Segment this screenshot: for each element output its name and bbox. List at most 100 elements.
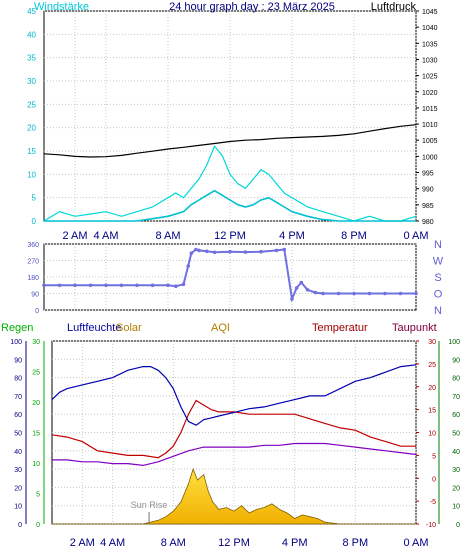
wind-tick-label: 20 bbox=[27, 124, 36, 133]
dewpoint-tick-label: 80 bbox=[452, 376, 460, 383]
wind-x-tick-label: 12 PM bbox=[214, 230, 246, 242]
pressure-tick-label: 1015 bbox=[422, 106, 438, 113]
climate-x-tick-label: 2 AM bbox=[70, 537, 95, 549]
rain-tick-label: 20 bbox=[32, 400, 40, 407]
temperature-tick-label: 5 bbox=[432, 453, 436, 460]
pressure-tick-label: 1025 bbox=[422, 74, 438, 81]
humidity-series-line bbox=[51, 364, 417, 426]
humidity-tick-label: 0 bbox=[18, 522, 22, 529]
climate-x-tick-label: 8 PM bbox=[342, 537, 368, 549]
humidity-tick-label: 10 bbox=[14, 504, 22, 511]
wind-x-tick-label: 4 PM bbox=[279, 230, 305, 242]
dewpoint-tick-label: 90 bbox=[452, 357, 460, 364]
temperature-tick-label: 25 bbox=[428, 362, 436, 369]
dewpoint-tick-label: 50 bbox=[452, 431, 460, 438]
legend-entry: Solar bbox=[116, 322, 142, 334]
gust-series-line bbox=[43, 145, 417, 222]
pressure-tick-label: 1040 bbox=[422, 25, 438, 32]
climate-x-tick-label: 4 AM bbox=[100, 537, 125, 549]
pressure-series-line bbox=[43, 124, 417, 158]
temperature-tick-label: -10 bbox=[426, 522, 436, 529]
wind-tick-label: 40 bbox=[27, 30, 36, 39]
direction-tick-label: 360 bbox=[27, 242, 39, 249]
wind-tick-label: 25 bbox=[27, 100, 36, 109]
climate-ticks: 0 10 20 30 40 50 60 70 80 90 100 0 5 10 15 20 25 30 -10 -5 0… bbox=[10, 339, 460, 529]
direction-grid bbox=[44, 243, 417, 311]
temperature-tick-label: -5 bbox=[430, 499, 436, 506]
wind-tick-label: 15 bbox=[27, 147, 36, 156]
humidity-tick-label: 80 bbox=[14, 376, 22, 383]
pressure-tick-label: 1020 bbox=[422, 90, 438, 97]
humidity-tick-label: 60 bbox=[14, 412, 22, 419]
rain-tick-label: 30 bbox=[32, 339, 40, 346]
pressure-tick-label: 980 bbox=[422, 219, 434, 226]
wind-grid bbox=[44, 10, 417, 222]
dewpoint-tick-label: 100 bbox=[448, 339, 460, 346]
rain-tick-label: 5 bbox=[36, 492, 40, 499]
dewpoint-tick-label: 20 bbox=[452, 485, 460, 492]
compass-letter: O bbox=[434, 289, 443, 301]
climate-x-tick-label: 4 PM bbox=[282, 537, 308, 549]
direction-tick-label: 270 bbox=[27, 259, 39, 266]
climate-x-ticks: 2 AM 4 AM 8 AM 12 PM 4 PM 8 PM 0 AM bbox=[70, 537, 429, 549]
legend-entry: Taupunkt bbox=[392, 322, 437, 334]
rain-tick-label: 25 bbox=[32, 370, 40, 377]
wind-x-tick-label: 0 AM bbox=[403, 230, 428, 242]
temperature-tick-label: 20 bbox=[428, 385, 436, 392]
climate-marks bbox=[51, 364, 417, 525]
climate-x-tick-label: 0 AM bbox=[403, 537, 428, 549]
wind-marks bbox=[43, 124, 417, 222]
pressure-tick-label: 1030 bbox=[422, 57, 438, 64]
dewpoint-tick-label: 30 bbox=[452, 467, 460, 474]
direction-left-ticks: 0 90 180 270 360 bbox=[27, 242, 39, 315]
pressure-tick-label: 985 bbox=[422, 203, 434, 210]
dewpoint-tick-label: 0 bbox=[456, 522, 460, 529]
dewpoint-tick-label: 40 bbox=[452, 449, 460, 456]
compass-letter: N bbox=[434, 305, 442, 317]
humidity-tick-label: 100 bbox=[10, 339, 22, 346]
direction-tick-label: 180 bbox=[27, 275, 39, 282]
pressure-tick-label: 1005 bbox=[422, 138, 438, 145]
compass-letter: W bbox=[433, 256, 444, 268]
pressure-tick-label: 1000 bbox=[422, 154, 438, 161]
rain-tick-label: 15 bbox=[32, 431, 40, 438]
wind-x-ticks: 2 AM 4 AM 8 AM 12 PM 4 PM 8 PM 0 AM bbox=[62, 230, 428, 242]
direction-series-line bbox=[44, 248, 416, 303]
climate-x-tick-label: 12 PM bbox=[218, 537, 250, 549]
dewpoint-series-line bbox=[52, 442, 417, 467]
pressure-tick-label: 1035 bbox=[422, 41, 438, 48]
wind-tick-label: 45 bbox=[27, 7, 36, 16]
legend-entry: AQI bbox=[211, 322, 230, 334]
wind-left-ticks: 0 5 10 15 20 25 30 35 40 45 bbox=[27, 7, 36, 226]
rain-tick-label: 10 bbox=[32, 461, 40, 468]
wind-x-tick-label: 2 AM bbox=[62, 230, 87, 242]
humidity-tick-label: 40 bbox=[14, 449, 22, 456]
pressure-tick-label: 1010 bbox=[422, 122, 438, 129]
humidity-tick-label: 20 bbox=[14, 485, 22, 492]
wind-tick-label: 35 bbox=[27, 54, 36, 63]
direction-marks bbox=[42, 247, 418, 303]
legend-entry: Temperatur bbox=[312, 322, 368, 334]
compass-letter: S bbox=[434, 272, 441, 284]
temperature-series-line bbox=[51, 399, 416, 459]
rain-tick-label: 0 bbox=[36, 522, 40, 529]
sunrise-annotation: Sun Rise bbox=[131, 500, 168, 510]
humidity-tick-label: 50 bbox=[14, 431, 22, 438]
pressure-tick-label: 1045 bbox=[422, 9, 438, 16]
dewpoint-tick-label: 60 bbox=[452, 412, 460, 419]
humidity-tick-label: 30 bbox=[14, 467, 22, 474]
climate-panel: 0102030405060708090100051015202530-10-50… bbox=[1, 322, 460, 549]
pressure-tick-label: 995 bbox=[422, 171, 434, 178]
wind-series-line bbox=[44, 189, 416, 222]
legend-entry: Luftfeuchte bbox=[67, 322, 121, 334]
pressure-axis-label: Luftdruck bbox=[371, 1, 417, 13]
dewpoint-tick-label: 70 bbox=[452, 394, 460, 401]
pressure-right-ticks: 980 985 990 995 1000 1005 1010 1015 1020 1025 1030… bbox=[416, 9, 438, 226]
compass-letter: N bbox=[434, 239, 442, 251]
temperature-tick-label: 30 bbox=[428, 339, 436, 346]
